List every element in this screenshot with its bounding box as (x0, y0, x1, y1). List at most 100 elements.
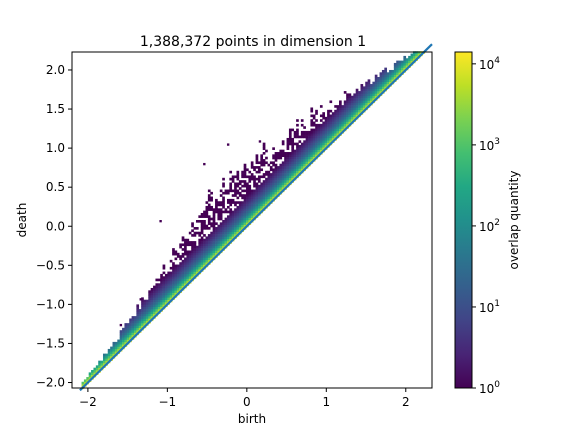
heatmap-cell (248, 187, 252, 190)
heatmap-cell (353, 112, 356, 115)
heatmap-cell (377, 86, 380, 90)
heatmap-cell (257, 210, 261, 214)
heatmap-cell (277, 156, 280, 160)
heatmap-cell (386, 81, 390, 85)
heatmap-cell (246, 201, 249, 204)
heatmap-cell (133, 330, 137, 333)
heatmap-cell (262, 196, 266, 200)
heatmap-cell (286, 166, 290, 169)
heatmap-cell (305, 147, 309, 150)
heatmap-cell (343, 107, 347, 111)
heatmap-cell (122, 332, 125, 336)
heatmap-cell (155, 292, 159, 296)
heatmap-cell (203, 259, 206, 263)
heatmap-cell (160, 273, 163, 277)
heatmap-cell (157, 302, 161, 305)
heatmap-cell (272, 173, 275, 176)
heatmap-cell (238, 187, 242, 190)
heatmap-cell (265, 201, 268, 204)
heatmap-cell (260, 161, 264, 165)
heatmap-cell (265, 189, 268, 193)
heatmap-cell (155, 285, 159, 289)
heatmap-cell (195, 271, 199, 275)
heatmap-cell (262, 182, 266, 186)
heatmap-cell (148, 302, 151, 305)
heatmap-cell (238, 217, 242, 221)
heatmap-cell (334, 109, 337, 113)
heatmap-cell (243, 189, 247, 193)
heatmap-cell (238, 212, 242, 216)
heatmap-cell (343, 100, 347, 104)
heatmap-cell (215, 234, 218, 237)
heatmap-cell (248, 210, 252, 214)
heatmap-cell (212, 224, 216, 228)
heatmap-cell (303, 144, 306, 148)
heatmap-cell (222, 229, 225, 233)
heatmap-cell (88, 377, 92, 380)
heatmap-cell (291, 140, 295, 143)
heatmap-cell (255, 170, 259, 174)
heatmap-cell (153, 302, 156, 305)
heatmap-cell (143, 311, 147, 315)
heatmap-cell (284, 156, 287, 160)
heatmap-cell (207, 257, 211, 261)
heatmap-cell (250, 208, 254, 211)
heatmap-cell (229, 170, 233, 174)
heatmap-cell (293, 173, 297, 176)
heatmap-cell (215, 248, 218, 251)
heatmap-cell (374, 93, 378, 97)
heatmap-cell (200, 243, 204, 247)
heatmap-cell (155, 290, 159, 293)
heatmap-cell (274, 187, 278, 190)
heatmap-cell (303, 149, 306, 153)
heatmap-cell (308, 152, 311, 155)
heatmap-cell (291, 159, 295, 162)
heatmap-cell (381, 77, 385, 80)
heatmap-cell (243, 208, 247, 211)
heatmap-cell (129, 337, 132, 340)
heatmap-cell (129, 318, 132, 322)
heatmap-cell (229, 215, 233, 218)
heatmap-cell (281, 187, 285, 190)
heatmap-cell (205, 208, 209, 211)
heatmap-cell (393, 62, 397, 66)
heatmap-cell (234, 234, 237, 237)
heatmap-cell (312, 152, 316, 155)
heatmap-cell (267, 170, 271, 174)
heatmap-cell (279, 184, 283, 188)
heatmap-cell (346, 114, 349, 118)
heatmap-cell (226, 234, 230, 237)
heatmap-cell (370, 95, 373, 99)
heatmap-cell (248, 215, 252, 218)
heatmap-cell (265, 196, 268, 200)
heatmap-cell (243, 163, 247, 167)
heatmap-cell (215, 227, 218, 230)
heatmap-cell (162, 285, 166, 289)
heatmap-cell (157, 292, 161, 296)
heatmap-cell (124, 341, 128, 345)
heatmap-cell (272, 161, 275, 165)
heatmap-cell (219, 201, 223, 204)
heatmap-cell (396, 65, 399, 68)
heatmap-cell (288, 180, 292, 183)
heatmap-cell (198, 269, 202, 272)
heatmap-cell (246, 222, 249, 225)
heatmap-cell (288, 130, 292, 134)
heatmap-cell (298, 166, 302, 169)
heatmap-cell (334, 130, 337, 134)
heatmap-cell (215, 203, 218, 207)
heatmap-cell (277, 184, 280, 188)
heatmap-cell (360, 91, 364, 94)
heatmap-cell (205, 250, 209, 254)
heatmap-cell (274, 166, 278, 169)
heatmap-cell (191, 269, 194, 272)
heatmap-cell (367, 88, 371, 92)
heatmap-cell (229, 220, 233, 223)
heatmap-cell (281, 149, 285, 153)
heatmap-cell (315, 128, 318, 132)
heatmap-cell (331, 135, 335, 139)
heatmap-cell (184, 243, 187, 247)
heatmap-cell (141, 311, 144, 315)
heatmap-cell (381, 72, 385, 75)
heatmap-cell (207, 198, 211, 202)
